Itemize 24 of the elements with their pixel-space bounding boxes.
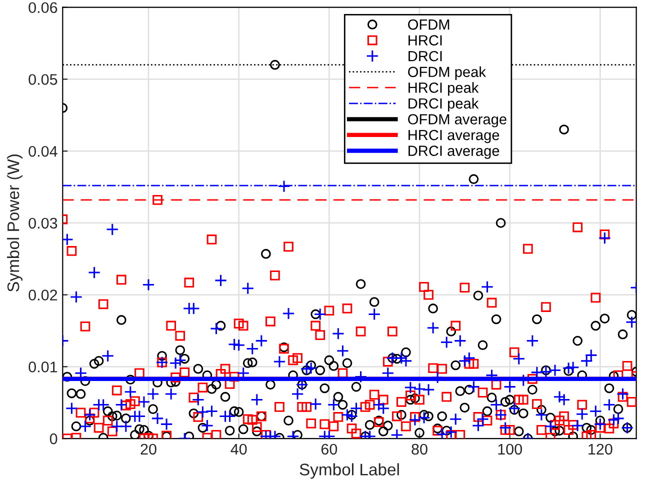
y-tick-label: 0.06: [28, 2, 58, 14]
legend-label: DRCI average: [408, 146, 500, 159]
y-tick-label: 0.02: [28, 290, 58, 301]
y-tick-label: 0.04: [28, 146, 58, 157]
legend-label: HRCI: [408, 35, 442, 46]
x-tick-label: 80: [412, 444, 428, 455]
x-tick-label: 40: [230, 444, 247, 455]
y-tick-label: 0: [50, 433, 58, 444]
legend-label: DRCI peak: [408, 98, 479, 112]
x-axis-title: Symbol Label: [300, 463, 399, 479]
y-tick-label: 0.05: [28, 74, 58, 85]
legend-label: OFDM: [408, 19, 450, 30]
legend-label: HRCI peak: [408, 82, 479, 96]
x-tick-label: 20: [140, 444, 156, 455]
y-tick-label: 0.03: [28, 218, 58, 229]
x-tick-label: 100: [498, 444, 522, 455]
x-tick-label: 60: [321, 444, 338, 455]
legend-label: HRCI average: [408, 130, 500, 144]
x-tick-label: 120: [588, 444, 612, 455]
y-tick-label: 0.01: [28, 362, 58, 372]
ref-line-label: OFDM peak: [408, 66, 486, 80]
legend-label: DRCI: [408, 50, 442, 62]
legend-label: OFDM average: [408, 114, 506, 128]
y-axis-title: Symbol Power (W): [6, 154, 23, 292]
